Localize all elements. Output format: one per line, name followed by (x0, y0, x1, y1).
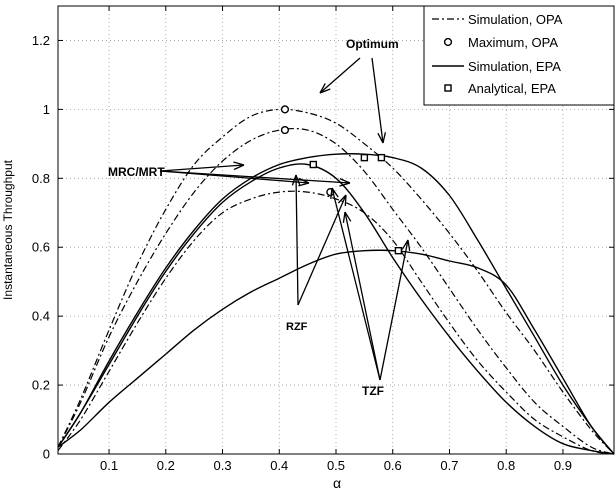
series-line-opa-rzf (57, 127, 615, 455)
annotation-arrow-shaft (331, 187, 381, 381)
x-axis-label: α (333, 475, 341, 491)
x-tick-label: 0.4 (270, 458, 288, 473)
annotation-arrow-shaft (319, 57, 361, 94)
series-line-epa-mrc-mrt (57, 153, 615, 455)
series-line-epa-rzf (57, 163, 615, 455)
series-layer (57, 108, 615, 455)
annotation-rzf: RZF (286, 321, 308, 333)
annotation-arrow-shaft (295, 174, 299, 306)
series-line-epa-tzf (57, 249, 615, 455)
x-tick-label: 0.2 (157, 458, 175, 473)
x-tick-label: 0.5 (327, 458, 345, 473)
y-tick-label: 1 (43, 102, 50, 117)
annotation-tzf: TZF (362, 384, 384, 398)
legend-swatch-maximum-opa (443, 37, 453, 47)
annotation-arrow-head (377, 132, 387, 144)
x-tick-label: 0.3 (213, 458, 231, 473)
annotation-arrow-shaft (159, 164, 245, 172)
annotation-arrow-shaft (371, 57, 384, 144)
legend-swatch-analytical-epa (444, 84, 452, 92)
legend-label-maximum-opa: Maximum, OPA (468, 35, 558, 50)
grid (58, 6, 614, 454)
y-tick-label: 0.8 (32, 171, 50, 186)
epa-analytical-marker (360, 153, 369, 162)
y-tick-label: 0 (43, 447, 50, 462)
series-line-opa-tzf (57, 190, 615, 455)
annotation-arrow-shaft (344, 211, 381, 381)
annotation-arrow-head (233, 161, 245, 171)
epa-analytical-marker (377, 153, 386, 162)
annotation-optimum: Optimum (346, 37, 399, 51)
annotation-arrows (159, 57, 411, 381)
annotation-arrow-head (342, 211, 352, 223)
marker-layer (280, 105, 403, 255)
annotation-arrow-head (330, 187, 339, 199)
x-tick-label: 0.7 (440, 458, 458, 473)
y-tick-label: 0.2 (32, 378, 50, 393)
axis-ticks: 0.1 0.2 0.3 0.4 0.5 0.6 0.7 0.8 0.9 0 0.2 0.4 0.6 0.8… (32, 6, 614, 473)
annotation-arrow-head (291, 174, 301, 186)
annotation-mrc-mrt: MRC/MRT (108, 165, 165, 179)
annotation-arrow-shaft (159, 170, 351, 184)
y-tick-label: 0.6 (32, 240, 50, 255)
legend-box (423, 5, 615, 106)
x-tick-label: 0.6 (384, 458, 402, 473)
legend: Simulation, OPA Maximum, OPA Simulation,… (423, 5, 615, 106)
opa-maximum-marker (280, 105, 290, 114)
series-line-opa-mrc-mrt (57, 108, 615, 455)
y-tick-label: 1.2 (32, 33, 50, 48)
annotation-arrow-head (401, 239, 411, 252)
legend-label-simulation-opa: Simulation, OPA (468, 12, 563, 27)
annotation-arrow-head (339, 178, 351, 187)
x-tick-label: 0.9 (554, 458, 572, 473)
epa-analytical-marker (394, 246, 403, 255)
legend-label-simulation-epa: Simulation, EPA (468, 59, 561, 74)
opa-maximum-marker (280, 125, 290, 135)
y-tick-label: 0.4 (32, 309, 50, 324)
annotation-arrow-shaft (379, 239, 409, 381)
annotation-arrow-head (319, 83, 331, 94)
annotation-arrow-head (337, 194, 347, 207)
x-tick-label: 0.1 (100, 458, 118, 473)
y-axis-label: Instantaneous Throughput (1, 159, 15, 300)
legend-label-analytical-epa: Analytical, EPA (468, 81, 556, 96)
epa-analytical-marker (309, 160, 318, 169)
x-tick-label: 0.8 (497, 458, 515, 473)
